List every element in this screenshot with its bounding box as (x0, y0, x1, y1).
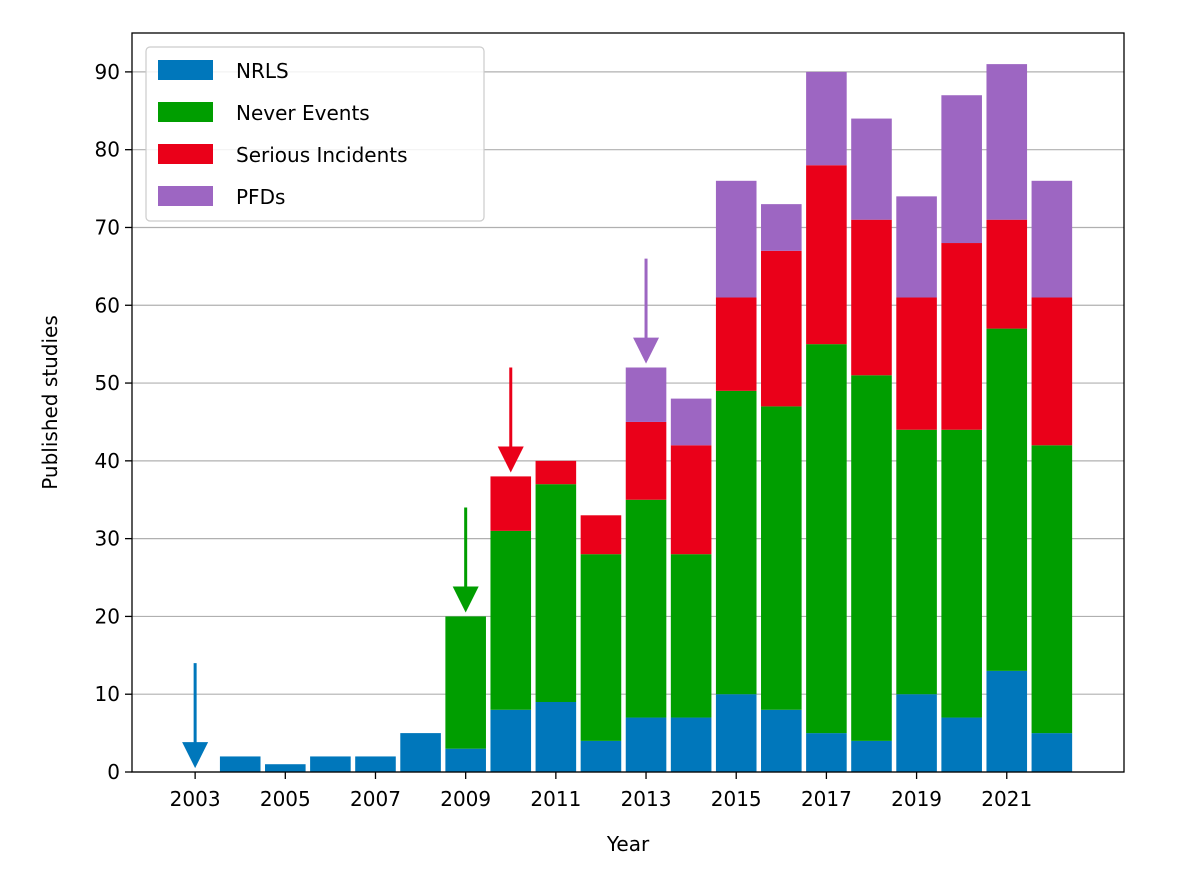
bar-never-events (806, 344, 847, 734)
bar-never-events (625, 499, 667, 718)
bar-nrls (896, 694, 937, 772)
legend: NRLS Never Events Serious Incidents PFDs (145, 46, 485, 222)
legend-swatch (158, 60, 213, 80)
x-tick-label: 2011 (530, 787, 581, 811)
annotation-arrow-head (633, 337, 660, 364)
legend-label: PFDs (236, 185, 285, 209)
bar-nrls (941, 717, 982, 772)
y-tick-label: 10 (95, 682, 120, 706)
bar-serious-incidents (715, 297, 757, 391)
bar-nrls (761, 709, 802, 772)
bar-nrls (400, 733, 441, 772)
bar-pfds (715, 180, 757, 298)
bar-nrls (219, 756, 261, 772)
y-tick-label: 80 (95, 138, 120, 162)
bar-nrls (535, 701, 577, 772)
y-tick-label: 0 (107, 760, 120, 784)
x-tick-label: 2019 (891, 787, 942, 811)
x-tick-label: 2015 (711, 787, 762, 811)
bar-nrls (580, 740, 622, 772)
x-tick-label: 2003 (170, 787, 221, 811)
bar-never-events (761, 406, 802, 710)
plot-frame (131, 32, 1125, 773)
legend-label: Serious Incidents (236, 143, 408, 167)
x-axis-label: Year (606, 832, 650, 856)
bar-never-events (535, 484, 577, 702)
y-tick-label: 60 (95, 293, 120, 317)
bar-serious-incidents (625, 421, 667, 500)
legend-box (145, 46, 485, 222)
bar-serious-incidents (851, 219, 892, 376)
bar-nrls (986, 670, 1028, 772)
x-tick-label: 2009 (440, 787, 491, 811)
bar-nrls (445, 748, 486, 772)
bar-nrls (806, 733, 847, 772)
bar-serious-incidents (986, 219, 1028, 329)
y-axis-label: Published studies (38, 315, 62, 490)
bar-pfds (851, 118, 892, 220)
bar-nrls (715, 694, 757, 772)
bar-serious-incidents (941, 243, 982, 430)
bar-never-events (580, 554, 622, 741)
x-tick-label: 2021 (981, 787, 1032, 811)
y-axis-ticks: 0 10 20 30 40 50 60 70 80 90 (95, 60, 132, 784)
bar-pfds (761, 204, 802, 251)
bar-never-events (941, 429, 982, 718)
bar-nrls (310, 756, 351, 772)
bar-serious-incidents (670, 445, 712, 555)
bar-serious-incidents (535, 460, 577, 485)
bar-serious-incidents (806, 165, 847, 345)
bar-serious-incidents (896, 297, 937, 430)
y-tick-label: 20 (95, 604, 120, 628)
y-tick-label: 40 (95, 449, 120, 473)
bar-never-events (715, 390, 757, 695)
bar-pfds (986, 64, 1028, 220)
bar-never-events (896, 429, 937, 695)
bar-nrls (851, 740, 892, 772)
x-tick-label: 2013 (621, 787, 672, 811)
bar-serious-incidents (761, 250, 802, 407)
legend-swatch (158, 102, 213, 122)
bar-never-events (986, 328, 1028, 671)
bar-pfds (896, 196, 937, 298)
x-tick-label: 2007 (350, 787, 401, 811)
bar-pfds (806, 71, 847, 166)
y-tick-label: 50 (95, 371, 120, 395)
y-tick-label: 70 (95, 215, 120, 239)
bar-serious-incidents (580, 515, 622, 555)
bar-nrls (490, 709, 532, 772)
annotation-arrow-head (182, 742, 209, 769)
bar-nrls (355, 756, 396, 772)
annotation-arrows (182, 258, 660, 769)
x-tick-label: 2017 (801, 787, 852, 811)
bar-never-events (490, 530, 532, 710)
bar-pfds (625, 367, 667, 422)
bar-nrls (1031, 733, 1073, 772)
bar-nrls (625, 717, 667, 772)
bar-never-events (670, 554, 712, 718)
bar-serious-incidents (1031, 297, 1073, 446)
bar-pfds (1031, 180, 1073, 298)
bar-pfds (941, 95, 982, 244)
x-axis-ticks: 2003 2005 2007 2009 2011 2013 2015 2017 2019 2021 (170, 772, 1032, 811)
bar-pfds (670, 398, 712, 446)
legend-label: NRLS (236, 59, 289, 83)
annotation-arrow-head (452, 586, 479, 613)
bar-nrls (670, 717, 712, 772)
bar-never-events (1031, 445, 1073, 734)
bars (219, 64, 1073, 772)
bar-never-events (851, 375, 892, 741)
annotation-arrow-head (497, 446, 524, 473)
x-tick-label: 2005 (260, 787, 311, 811)
y-tick-label: 30 (95, 527, 120, 551)
legend-label: Never Events (236, 101, 370, 125)
bar-nrls (265, 764, 306, 772)
bar-never-events (445, 616, 486, 749)
legend-swatch (158, 186, 213, 206)
y-tick-label: 90 (95, 60, 120, 84)
bar-serious-incidents (490, 476, 532, 531)
legend-swatch (158, 144, 213, 164)
